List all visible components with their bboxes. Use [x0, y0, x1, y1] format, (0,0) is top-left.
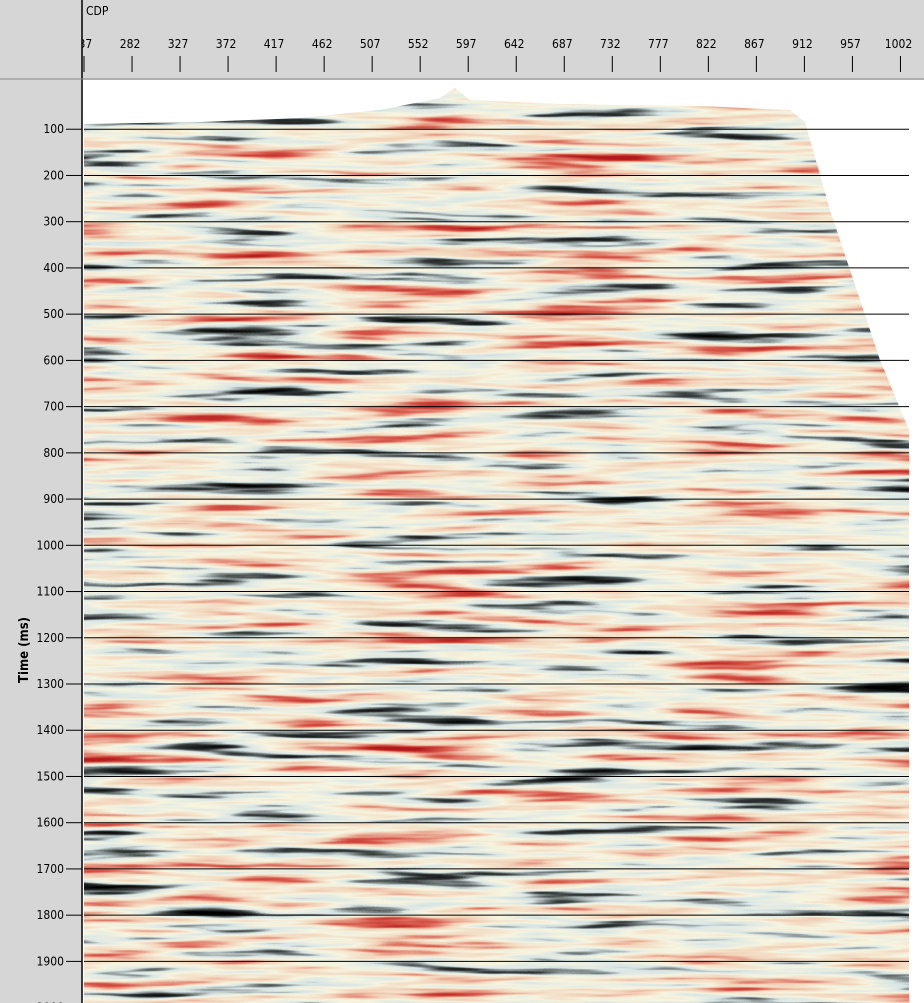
seismic-traces: [84, 88, 909, 1003]
minor-ticks: [70, 83, 82, 1003]
x-tick-label: 417: [264, 37, 285, 51]
y-tick-label: 2000: [37, 1001, 65, 1003]
y-tick-label: 1300: [37, 677, 65, 691]
x-tick-label: 237: [72, 37, 93, 51]
x-tick-label: 597: [456, 37, 477, 51]
y-tick-label: 1200: [37, 631, 65, 645]
y-tick-label: 600: [43, 353, 64, 367]
x-tick-label: 327: [168, 37, 189, 51]
y-tick-label: 1500: [37, 769, 65, 783]
x-tick-label: 912: [792, 37, 813, 51]
y-tick-label: 700: [43, 400, 64, 414]
y-tick-label: 900: [43, 492, 64, 506]
y-tick-label: 1600: [37, 816, 65, 830]
x-tick-label: 1002: [885, 37, 912, 51]
x-tick-label: 462: [312, 37, 333, 51]
x-tick-label: 687: [552, 37, 573, 51]
y-tick-label: 1400: [37, 723, 65, 737]
x-tick-label: 732: [600, 37, 621, 51]
x-tick-label: 507: [360, 37, 381, 51]
seismic-image: [84, 88, 909, 1003]
y-tick-label: 300: [43, 215, 64, 229]
x-tick-label: 552: [408, 37, 429, 51]
y-axis-label: Time (ms): [17, 617, 32, 683]
y-tick-label: 1100: [37, 585, 65, 599]
x-tick-label: 822: [696, 37, 717, 51]
y-tick-label: 800: [43, 446, 64, 460]
y-tick-label: 100: [43, 122, 64, 136]
y-tick-label: 200: [43, 168, 64, 182]
x-tick-label: 957: [840, 37, 861, 51]
x-tick-label: 282: [120, 37, 141, 51]
y-tick-label: 500: [43, 307, 64, 321]
y-tick-label: 1800: [37, 908, 65, 922]
x-tick-label: 777: [648, 37, 669, 51]
x-tick-label: 642: [504, 37, 525, 51]
y-tick-label: 1900: [37, 954, 65, 968]
y-tick-label: 1000: [37, 538, 65, 552]
x-axis-label: CDP: [86, 4, 109, 18]
x-tick-label: 867: [744, 37, 765, 51]
y-tick-label: 400: [43, 261, 64, 275]
y-tick-label: 1700: [37, 862, 65, 876]
x-tick-label: 372: [216, 37, 237, 51]
